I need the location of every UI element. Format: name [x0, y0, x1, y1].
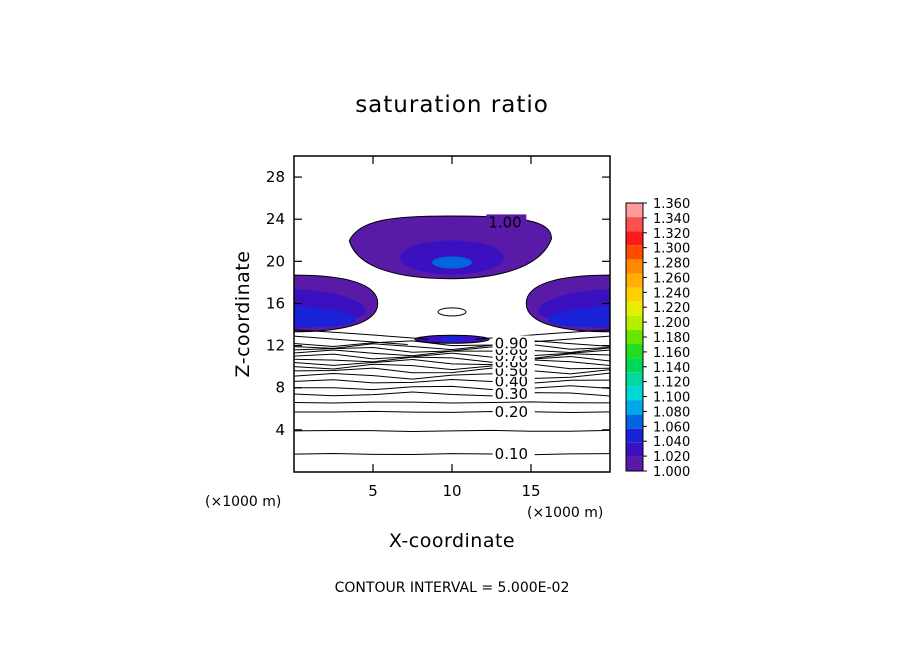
- colorbar-swatch: [626, 287, 643, 302]
- plot-area: [294, 215, 610, 456]
- contour-interval-footer: CONTOUR INTERVAL = 5.000E-02: [335, 580, 570, 596]
- contour-line: [294, 340, 610, 347]
- contour-label-bg: [492, 335, 535, 350]
- colorbar-swatch: [626, 428, 643, 443]
- colorbar-label: 1.120: [653, 376, 690, 391]
- colorbar-label: 1.200: [653, 316, 690, 331]
- contour-label: 0.90: [495, 334, 528, 352]
- y-tick-label: 16: [266, 294, 285, 312]
- colorbar-label: 1.260: [653, 271, 690, 286]
- y-tick-label: 20: [266, 252, 285, 270]
- contour-line: [294, 335, 408, 346]
- contour-line: [294, 343, 610, 351]
- contour-line: [294, 391, 610, 397]
- x-axis-label: X-coordinate: [389, 530, 515, 552]
- contour-line: [294, 453, 610, 456]
- contour-line: [294, 346, 610, 354]
- contour-label-bg: [486, 214, 527, 229]
- x-axis: 5 10 15: [368, 156, 541, 500]
- contour-small-loop: [437, 307, 467, 317]
- colorbar-label: 1.240: [653, 286, 690, 301]
- colorbar-label: 1.340: [653, 212, 690, 227]
- colorbar-label: 1.360: [653, 197, 690, 212]
- contour-label-bg: [492, 446, 535, 461]
- supersaturation-fills: [294, 215, 610, 344]
- contour-line: [475, 329, 610, 340]
- colorbar-swatch: [626, 456, 643, 471]
- colorbar-label: 1.160: [653, 346, 690, 361]
- region-left-edge-core: [294, 305, 357, 327]
- colorbar-label: 1.100: [653, 391, 690, 406]
- colorbar-swatch: [626, 231, 643, 246]
- colorbar-label: 1.180: [653, 331, 690, 346]
- colorbar-swatch: [626, 358, 643, 373]
- colorbar-swatch: [626, 329, 643, 345]
- contour-line: [294, 352, 610, 360]
- colorbar-swatch: [626, 259, 643, 274]
- contour-line: [294, 401, 610, 404]
- contour-label-bg: [492, 373, 535, 388]
- colorbar-label: 1.320: [653, 227, 690, 242]
- colorbar-label: 1.300: [653, 242, 690, 257]
- colorbar-swatch: [626, 400, 643, 415]
- x-unit-label: (×1000 m): [527, 505, 603, 521]
- y-axis: 4 8 12 16 20 24 28: [266, 168, 610, 439]
- colorbar-swatch: [626, 344, 643, 359]
- contour-label: 0.40: [495, 372, 528, 390]
- contour-label: 0.30: [495, 385, 528, 403]
- colorbar-swatch: [626, 315, 643, 330]
- x-tick-label: 15: [521, 482, 540, 500]
- colorbar-swatch: [626, 442, 643, 457]
- contour-line: [294, 329, 429, 340]
- region-upper-center-peak: [432, 256, 472, 269]
- colorbar-label: 1.080: [653, 405, 690, 420]
- contour-label: 0.10: [495, 445, 528, 463]
- y-axis-label: Z-coordinate: [232, 251, 254, 378]
- contour-line: [294, 367, 610, 375]
- colorbar-swatch: [626, 372, 643, 387]
- y-unit-label: (×1000 m): [205, 494, 281, 510]
- colorbar-label: 1.140: [653, 361, 690, 376]
- y-tick-label: 4: [275, 421, 285, 439]
- contour-label-bg: [492, 386, 535, 401]
- colorbar-label: 1.000: [653, 465, 690, 480]
- colorbar-label: 1.020: [653, 450, 690, 465]
- contour-labels: 0.100.200.300.400.500.600.700.800.901.00: [486, 213, 535, 463]
- colorbar-swatch: [626, 414, 643, 429]
- colorbar-swatch: [626, 386, 643, 401]
- contour-line: [294, 372, 610, 380]
- colorbar-label: 1.220: [653, 301, 690, 316]
- contour-label: 1.00: [488, 213, 521, 231]
- colorbar-swatch: [626, 301, 643, 316]
- chart-title: saturation ratio: [355, 92, 549, 118]
- colorbar-swatch: [626, 245, 643, 260]
- contour-line: [294, 359, 610, 366]
- colorbar-label: 1.040: [653, 435, 690, 450]
- colorbar-label: 1.280: [653, 257, 690, 272]
- contour-label: 0.20: [495, 403, 528, 421]
- y-tick-label: 28: [266, 168, 285, 186]
- contour-line: [294, 363, 610, 371]
- contour-lines: [294, 307, 610, 456]
- x-tick-label: 10: [442, 482, 461, 500]
- colorbar-label: 1.060: [653, 420, 690, 435]
- contour-line: [294, 355, 610, 363]
- region-right-edge-core: [547, 305, 610, 327]
- contour-line: [294, 385, 610, 391]
- contour-label-bg: [492, 403, 535, 418]
- region-center-low-core: [440, 336, 464, 343]
- colorbar-swatch: [626, 273, 643, 288]
- colorbar-swatch: [626, 203, 643, 218]
- contour-line: [294, 429, 610, 433]
- y-tick-label: 8: [275, 379, 285, 397]
- y-tick-label: 24: [266, 210, 285, 228]
- x-tick-label: 5: [368, 482, 378, 500]
- colorbar-swatch: [626, 217, 643, 232]
- contour-line: [294, 378, 610, 384]
- colorbar: 1.3601.3401.3201.3001.2801.2601.2401.220…: [625, 197, 690, 480]
- y-tick-label: 12: [266, 337, 285, 355]
- contour-line: [294, 410, 610, 414]
